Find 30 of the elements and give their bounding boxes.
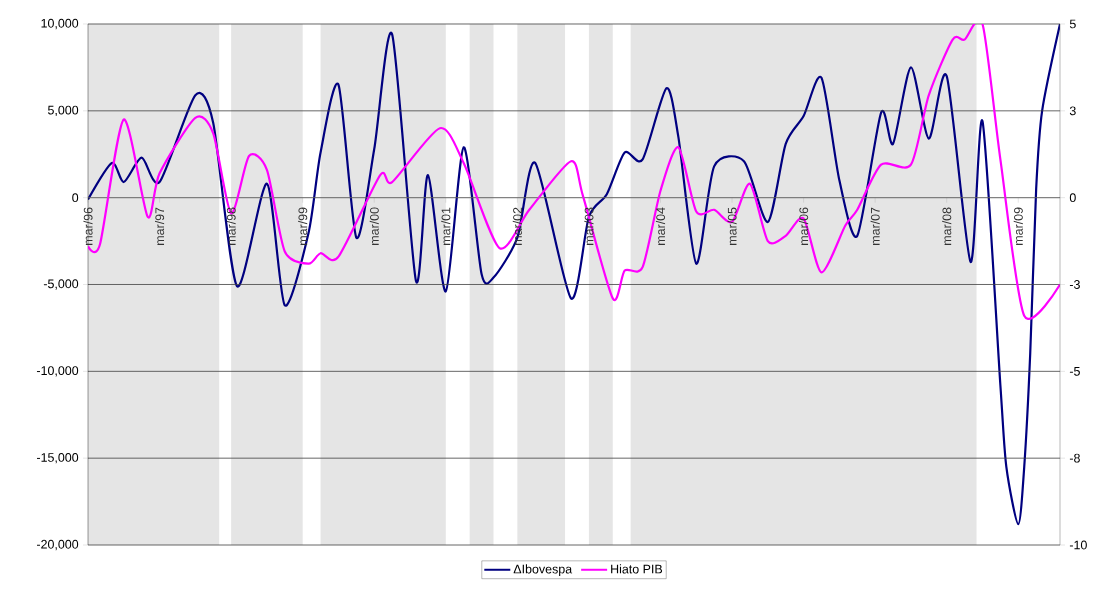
x-tick-label: mar/01 — [441, 207, 451, 245]
x-tick-label: mar/06 — [799, 207, 809, 245]
y2-tick-label: 3 — [1069, 106, 1076, 116]
x-tick-label: mar/96 — [83, 207, 93, 245]
x-tick-label: mar/97 — [154, 207, 165, 245]
y2-tick-label: -3 — [1069, 280, 1080, 289]
x-tick-label: mar/02 — [512, 207, 522, 245]
y2-tick-label: -10 — [1069, 540, 1087, 550]
x-tick-label: mar/00 — [369, 207, 379, 245]
x-tick-label: mar/99 — [298, 207, 308, 245]
y2-tick-label: -8 — [1069, 453, 1080, 463]
x-tick-label: mar/04 — [655, 207, 666, 245]
x-tick-label: mar/05 — [727, 207, 737, 245]
legend-label: ΔIbovespa — [513, 564, 573, 576]
y-tick-label: 10,000 — [41, 18, 79, 30]
x-tick-label: mar/03 — [584, 207, 594, 245]
y2-tick-label: -5 — [1069, 366, 1080, 376]
legend-label: Hiato PIB — [611, 564, 663, 574]
y2-tick-label: 5 — [1069, 19, 1076, 29]
y-tick-label: 0 — [72, 193, 79, 203]
x-tick-label: mar/07 — [870, 207, 880, 245]
x-tick-label: mar/98 — [226, 207, 236, 245]
y-tick-label: -5,000 — [43, 279, 79, 290]
x-tick-label: mar/09 — [1013, 207, 1023, 245]
x-tick-label: mar/08 — [942, 207, 952, 245]
y-tick-label: -15,000 — [36, 453, 79, 464]
y-tick-label: -10,000 — [36, 366, 79, 377]
y-tick-label: -20,000 — [36, 539, 79, 551]
y-tick-label: 5,000 — [47, 105, 79, 116]
y2-tick-label: 0 — [1069, 193, 1076, 203]
